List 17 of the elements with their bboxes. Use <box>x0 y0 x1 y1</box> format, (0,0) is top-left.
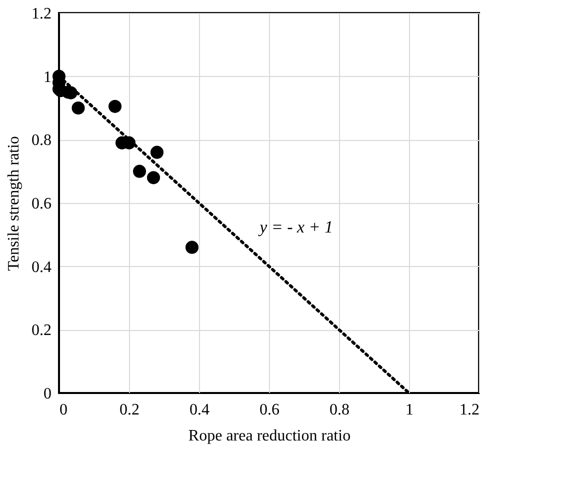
x-tick-label: 0.2 <box>120 402 140 418</box>
x-tick-label: 0.4 <box>190 402 210 418</box>
y-tick-label: 0 <box>44 386 52 402</box>
y-tick-label: 0.4 <box>32 258 52 276</box>
x-tick-label: 1 <box>406 402 414 418</box>
y-tick-label: 1 <box>44 68 52 86</box>
annotation: y = - x + 1 <box>258 218 334 237</box>
x-tick-label: 1.2 <box>460 402 480 418</box>
x-tick-label: 0 <box>60 402 68 418</box>
x-tick-label: 0.6 <box>260 402 280 418</box>
y-tick-label: 0.6 <box>32 196 52 212</box>
x-axis-title: Rope area reduction ratio <box>188 428 351 444</box>
y-axis-title: Tensile strength ratio <box>6 136 22 271</box>
y-tick-label: 1.2 <box>32 6 52 22</box>
y-tick-label: 0.2 <box>32 322 52 340</box>
x-tick-label: 0.8 <box>330 402 350 418</box>
y-tick-label: 0.8 <box>32 132 52 150</box>
